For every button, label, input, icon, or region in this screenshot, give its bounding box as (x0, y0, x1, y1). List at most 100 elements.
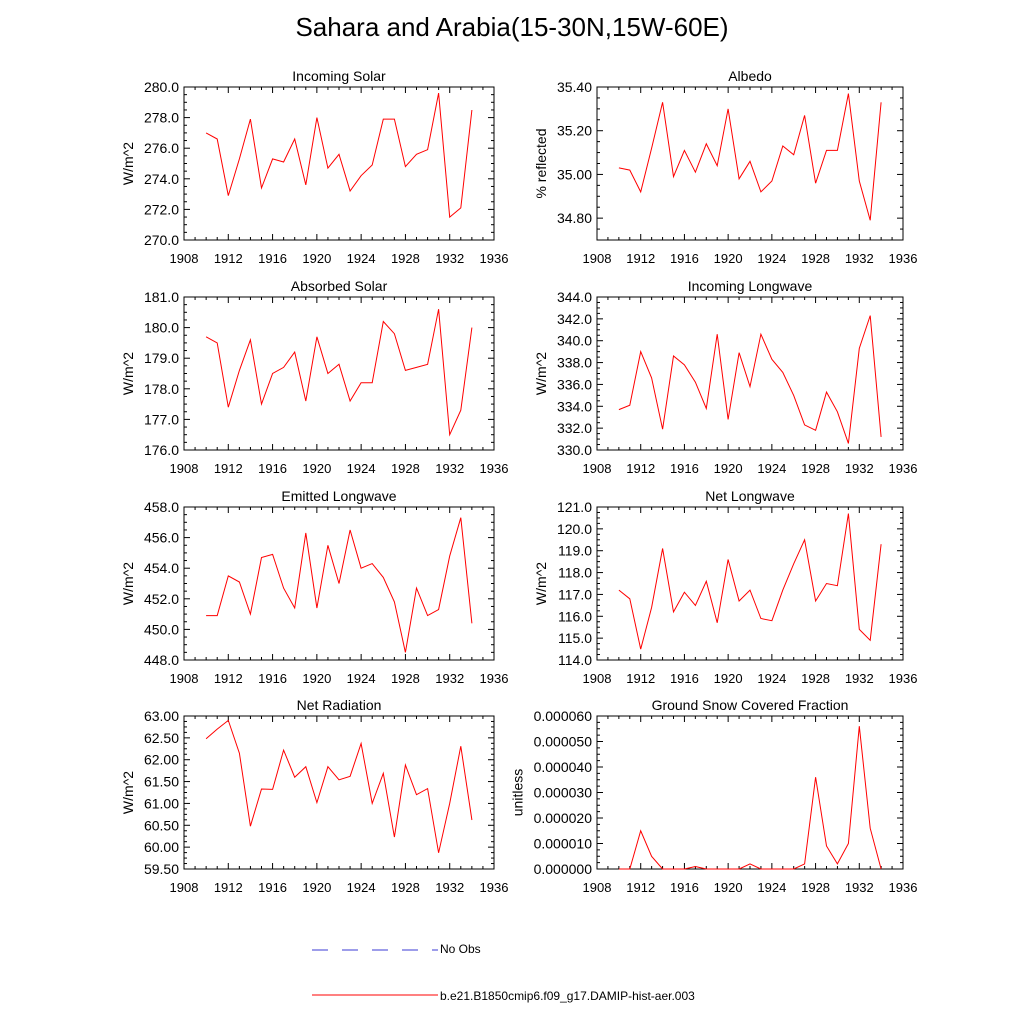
series-line-1 (205, 93, 473, 219)
x-tick-label: 1912 (214, 671, 243, 686)
y-tick-label: 450.0 (144, 621, 179, 637)
y-tick-label: 60.50 (144, 817, 179, 833)
panel-title: Incoming Longwave (688, 278, 813, 294)
panel-1: 1908 1912 1916 1920 1924 1928 1932 1936 270.0 272… (120, 68, 508, 266)
y-tick-label: 176.0 (144, 442, 179, 458)
x-tick-label: 1932 (845, 880, 874, 895)
x-tick-label: 1920 (714, 671, 743, 686)
x-tick-label: 1908 (583, 461, 612, 476)
x-tick-label: 1908 (170, 880, 199, 895)
y-tick-label: 115.0 (558, 630, 592, 646)
series-line-1 (205, 719, 473, 853)
series-line-1 (206, 517, 473, 653)
x-tick-label: 1932 (845, 461, 874, 476)
x-tick-label: 1912 (626, 671, 655, 686)
y-tick-label: 35.20 (557, 123, 592, 139)
y-axis-label: W/m^2 (120, 352, 136, 395)
y-tick-label: 280.0 (144, 79, 179, 95)
x-tick-label: 1920 (714, 880, 743, 895)
x-tick-label: 1936 (480, 251, 509, 266)
x-tick-label: 1920 (714, 461, 743, 476)
x-tick-label: 1908 (170, 461, 199, 476)
x-tick-label: 1912 (214, 880, 243, 895)
y-axis-label: W/m^2 (533, 352, 549, 395)
x-tick-label: 1916 (258, 461, 287, 476)
x-tick-label: 1932 (435, 461, 464, 476)
x-tick-label: 1916 (670, 461, 699, 476)
y-tick-label: 114.0 (558, 652, 592, 668)
panel-title: Incoming Solar (292, 68, 386, 84)
y-tick-label: 340.0 (557, 333, 592, 349)
legend-no-obs-label: No Obs (440, 942, 481, 956)
y-tick-label: 61.50 (144, 774, 179, 790)
x-tick-label: 1912 (214, 251, 243, 266)
x-tick-label: 1908 (170, 251, 199, 266)
x-tick-label: 1924 (757, 671, 786, 686)
y-tick-label: 334.0 (557, 398, 592, 414)
y-tick-label: 0.000010 (534, 836, 593, 852)
y-tick-label: 0.000050 (534, 734, 593, 750)
y-tick-label: 342.0 (557, 311, 592, 327)
x-tick-label: 1920 (714, 251, 743, 266)
plot-frame (596, 506, 904, 661)
y-axis-label: W/m^2 (120, 142, 136, 185)
x-tick-label: 1936 (480, 880, 509, 895)
series-line-1 (618, 726, 882, 870)
y-tick-label: 63.00 (144, 708, 179, 724)
x-tick-label: 1920 (302, 671, 331, 686)
x-tick-label: 1928 (801, 251, 830, 266)
panel-3: 1908 1912 1916 1920 1924 1928 1932 1936 176.0 177… (120, 278, 508, 476)
x-tick-label: 1916 (670, 671, 699, 686)
x-tick-label: 1924 (347, 251, 376, 266)
x-tick-label: 1932 (435, 880, 464, 895)
y-axis-label: % reflected (533, 128, 549, 198)
panel-5: 1908 1912 1916 1920 1924 1928 1932 1936 448.0 450… (120, 488, 508, 686)
x-tick-label: 1916 (258, 251, 287, 266)
y-axis-label: unitless (510, 769, 526, 816)
x-tick-label: 1924 (757, 251, 786, 266)
x-tick-label: 1916 (670, 880, 699, 895)
x-tick-label: 1916 (258, 671, 287, 686)
x-tick-label: 1928 (801, 880, 830, 895)
panel-title: Ground Snow Covered Fraction (652, 697, 849, 713)
x-tick-label: 1932 (845, 251, 874, 266)
x-tick-label: 1924 (347, 461, 376, 476)
x-tick-label: 1932 (845, 671, 874, 686)
plot-frame (183, 86, 495, 241)
x-tick-label: 1912 (626, 251, 655, 266)
plot-frame (596, 715, 904, 870)
figure-title: Sahara and Arabia(15-30N,15W-60E) (295, 12, 729, 42)
x-tick-label: 1936 (889, 251, 918, 266)
panel-7: 1908 1912 1916 1920 1924 1928 1932 1936 59.50 60.… (120, 697, 508, 895)
panel-6: 1908 1912 1916 1920 1924 1928 1932 1936 114.0 115… (533, 488, 917, 686)
x-tick-label: 1924 (347, 671, 376, 686)
x-tick-label: 1908 (583, 671, 612, 686)
y-tick-label: 179.0 (144, 350, 179, 366)
legend-model-swatch (312, 994, 438, 996)
y-tick-label: 332.0 (557, 420, 592, 436)
series-line-1 (618, 513, 882, 650)
y-axis-label: W/m^2 (120, 771, 136, 814)
y-tick-label: 454.0 (144, 560, 179, 576)
y-tick-label: 344.0 (557, 289, 592, 305)
legend-model-label: b.e21.B1850cmip6.f09_g17.DAMIP-hist-aer.… (440, 989, 695, 1003)
x-tick-label: 1936 (889, 461, 918, 476)
y-axis-label: W/m^2 (120, 562, 136, 605)
x-tick-label: 1908 (170, 671, 199, 686)
plot-frame (183, 296, 495, 451)
panel-2: 1908 1912 1916 1920 1924 1928 1932 1936 34.80 35.… (533, 68, 917, 266)
x-tick-label: 1924 (757, 461, 786, 476)
y-tick-label: 456.0 (144, 530, 179, 546)
y-tick-label: 121.0 (557, 499, 592, 515)
y-tick-label: 178.0 (144, 381, 179, 397)
x-tick-label: 1908 (583, 880, 612, 895)
x-tick-label: 1928 (801, 461, 830, 476)
legend-no-obs-swatch (312, 949, 438, 951)
panel-8: 1908 1912 1916 1920 1924 1928 1932 1936 0.000000… (510, 697, 918, 895)
x-tick-label: 1932 (435, 251, 464, 266)
panel-title: Net Radiation (297, 697, 382, 713)
y-tick-label: 60.00 (144, 839, 179, 855)
y-tick-label: 270.0 (144, 232, 179, 248)
y-tick-label: 0.000040 (534, 759, 593, 775)
